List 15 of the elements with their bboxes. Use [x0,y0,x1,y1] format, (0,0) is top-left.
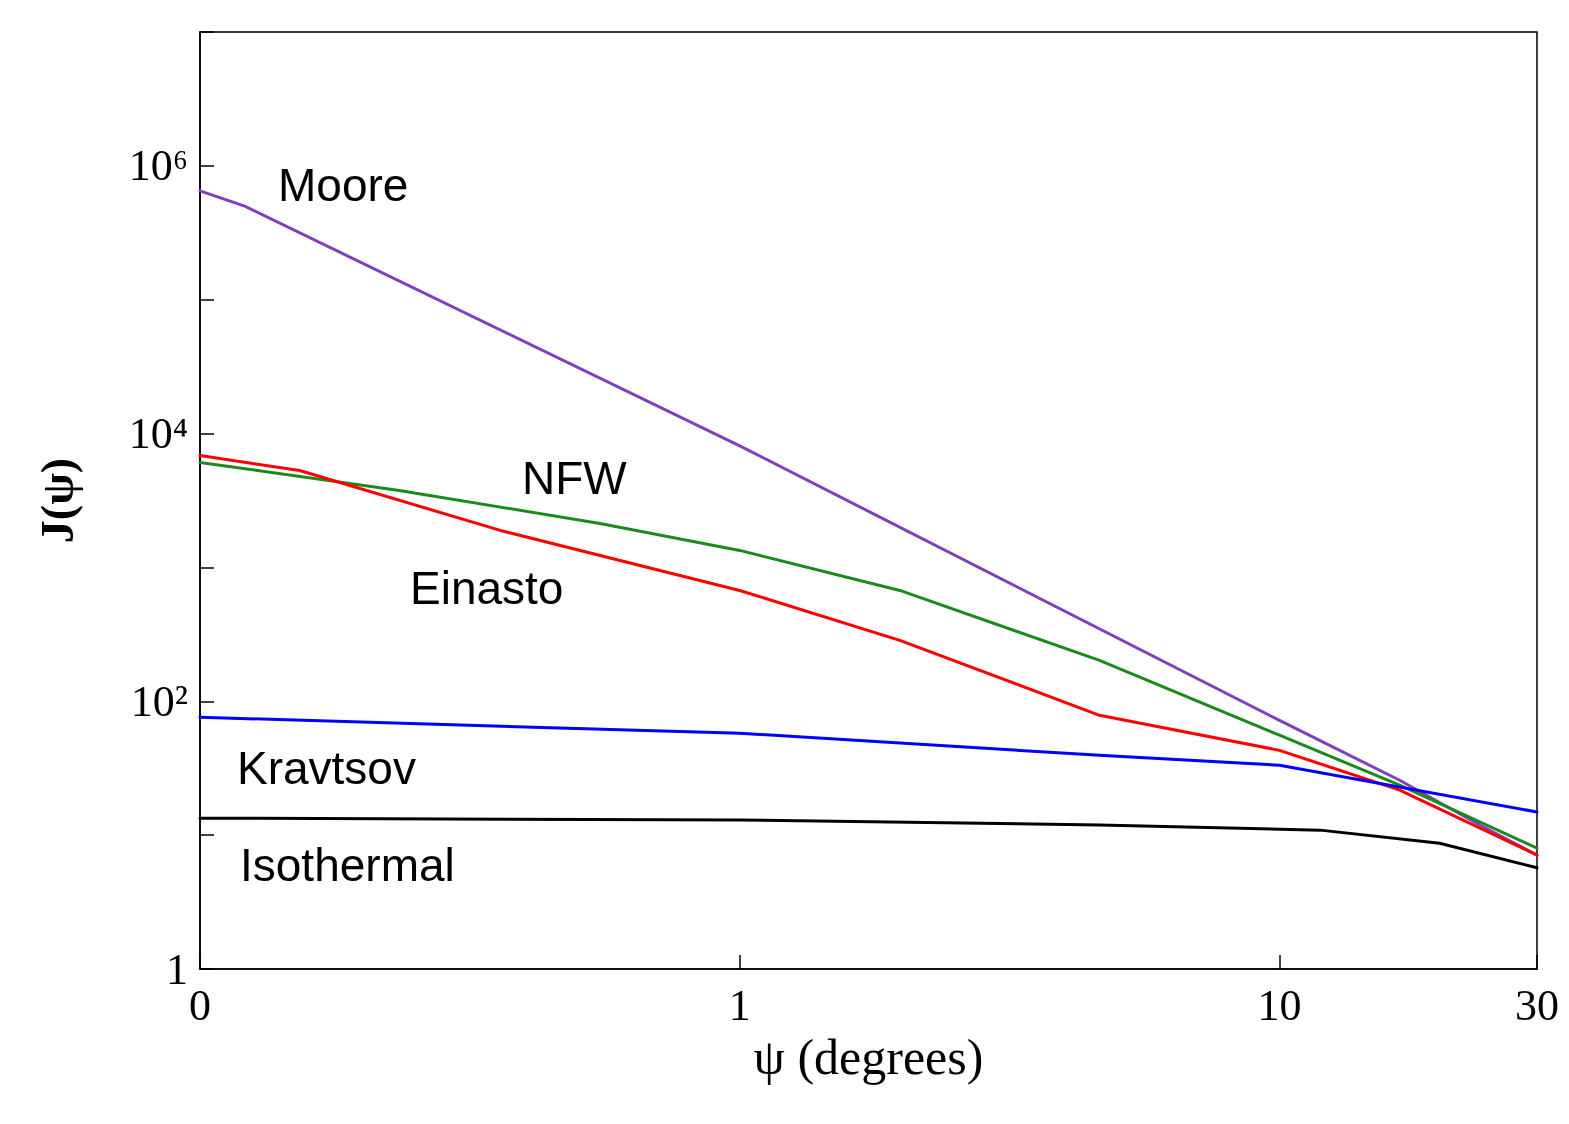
y-tick-label: 10⁶ [128,141,188,191]
y-tick-label: 1 [166,944,188,994]
annotation: Isothermal [240,839,455,891]
annotation: NFW [522,452,628,504]
x-axis-title: ψ (degrees) [753,1028,984,1085]
annotation: Kravtsov [237,742,416,794]
y-tick-label: 10² [130,676,188,726]
x-tick-label: 10 [1257,980,1302,1030]
annotation: Moore [278,159,409,211]
x-tick-label: 1 [728,980,751,1030]
annotation: Einasto [410,562,564,614]
x-tick-label: 30 [1515,980,1559,1030]
y-tick-label: 10⁴ [128,409,188,459]
x-tick-label: 0 [189,980,211,1030]
y-axis-title: J(ψ) [31,457,83,544]
